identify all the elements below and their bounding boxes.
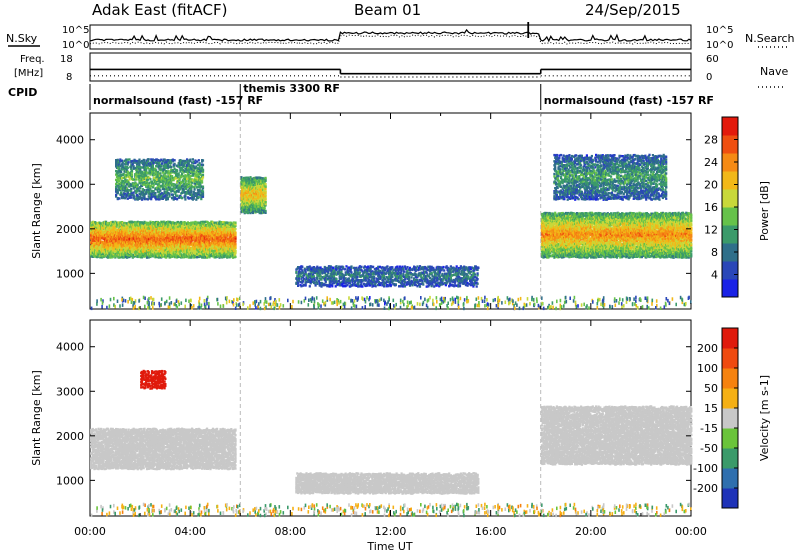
noise-left-tick-top: 10^5 [62, 25, 89, 36]
noise-panel [90, 25, 691, 49]
date-title: 24/Sep/2015 [585, 1, 681, 19]
noise-right-tick-bottom: 10^0 [706, 40, 733, 51]
freq-label: Freq. [20, 54, 45, 65]
freq-unit-label: [MHz] [14, 68, 43, 79]
beam-title: Beam 01 [354, 1, 421, 19]
cpid-segment-label: normalsound (fast) -157 RF [544, 94, 714, 107]
nsky-label: N.Sky [6, 32, 38, 45]
cpid-segment-label: themis 3300 RF [243, 82, 340, 95]
nsearch-label: N.Search [745, 32, 795, 45]
figure: Adak East (fitACF) Beam 01 24/Sep/2015 N… [0, 0, 800, 554]
nave-tick-bottom: 0 [706, 72, 712, 83]
nave-label: Nave [760, 65, 788, 78]
site-title: Adak East (fitACF) [92, 1, 227, 19]
cpid-label: CPID [8, 86, 37, 99]
noise-right-tick-top: 10^5 [706, 25, 733, 36]
nsky-line [90, 30, 691, 41]
freq-tick-top: 18 [60, 54, 73, 65]
freq-tick-bottom: 8 [66, 72, 72, 83]
noise-left-tick-bottom: 10^0 [62, 40, 89, 51]
nave-tick-top: 60 [706, 54, 719, 65]
cpid-segment-label: normalsound (fast) -157 RF [93, 94, 263, 107]
freq-trace [90, 69, 691, 77]
freq-panel [90, 53, 691, 81]
